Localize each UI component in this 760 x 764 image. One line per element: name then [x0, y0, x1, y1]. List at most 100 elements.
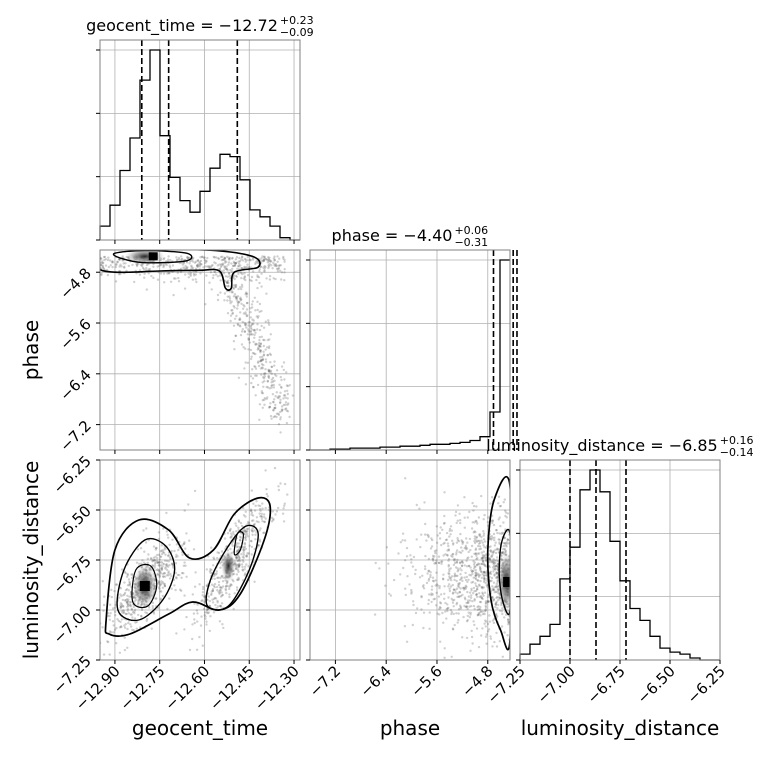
scatter-phase-vs-geocent_time-point	[286, 389, 289, 392]
scatter-luminosity_distance-vs-geocent_time-point	[241, 565, 244, 569]
x-axis-label-phase: phase	[380, 716, 440, 740]
scatter-luminosity_distance-vs-phase-point	[507, 620, 510, 624]
scatter-luminosity_distance-vs-geocent_time-point	[181, 553, 184, 556]
scatter-luminosity_distance-vs-phase-point	[481, 610, 484, 613]
scatter-luminosity_distance-vs-geocent_time-point	[260, 512, 263, 515]
scatter-luminosity_distance-vs-phase-point	[483, 591, 487, 594]
scatter-luminosity_distance-vs-geocent_time-point	[255, 516, 259, 519]
scatter-phase-vs-geocent_time-point	[271, 267, 274, 270]
scatter-phase-vs-geocent_time-point	[258, 302, 262, 306]
scatter-luminosity_distance-vs-geocent_time-point	[250, 545, 254, 549]
scatter-luminosity_distance-vs-phase-point	[427, 569, 431, 573]
scatter-luminosity_distance-vs-geocent_time-point	[159, 597, 163, 600]
scatter-luminosity_distance-vs-geocent_time-point	[217, 583, 221, 587]
scatter-luminosity_distance-vs-phase-point	[492, 621, 496, 625]
scatter-luminosity_distance-vs-geocent_time-point	[237, 526, 240, 529]
scatter-luminosity_distance-vs-phase-point	[483, 577, 486, 580]
scatter-phase-vs-geocent_time-point	[243, 305, 246, 308]
scatter-phase-vs-geocent_time-point	[257, 364, 261, 368]
scatter-luminosity_distance-vs-geocent_time-point	[236, 588, 239, 592]
scatter-luminosity_distance-vs-geocent_time-point	[126, 607, 130, 611]
scatter-phase-vs-geocent_time-point	[259, 265, 262, 269]
scatter-phase-vs-geocent_time-point	[281, 408, 284, 411]
scatter-phase-vs-geocent_time-point	[167, 271, 170, 275]
scatter-phase-vs-geocent_time-point	[278, 401, 282, 405]
scatter-luminosity_distance-vs-phase-point	[483, 540, 487, 543]
scatter-phase-vs-geocent_time-point	[243, 330, 246, 333]
scatter-luminosity_distance-vs-phase-point	[461, 540, 464, 543]
scatter-phase-vs-geocent_time-point	[234, 283, 238, 287]
scatter-luminosity_distance-vs-geocent_time-point	[204, 615, 207, 618]
scatter-luminosity_distance-vs-phase-point	[450, 610, 454, 614]
scatter-phase-vs-geocent_time-point	[283, 390, 287, 393]
scatter-luminosity_distance-vs-geocent_time-point	[246, 522, 249, 526]
scatter-luminosity_distance-vs-phase-point	[506, 512, 510, 515]
scatter-luminosity_distance-vs-phase-point	[443, 597, 446, 600]
scatter-luminosity_distance-vs-phase-point	[484, 571, 487, 574]
scatter-luminosity_distance-vs-geocent_time-point	[164, 567, 167, 570]
scatter-phase-vs-geocent_time-point	[196, 264, 199, 267]
scatter-phase-vs-geocent_time-point	[244, 383, 248, 386]
scatter-phase-vs-geocent_time-point	[266, 379, 269, 383]
scatter-luminosity_distance-vs-geocent_time-point	[174, 562, 178, 565]
scatter-phase-vs-geocent_time-point	[244, 361, 247, 364]
scatter-luminosity_distance-vs-geocent_time-point	[162, 575, 165, 578]
scatter-luminosity_distance-vs-phase-point	[428, 611, 431, 614]
scatter-luminosity_distance-vs-geocent_time-point	[119, 593, 122, 596]
scatter-phase-vs-geocent_time-point	[247, 321, 250, 324]
scatter-luminosity_distance-vs-geocent_time-point	[109, 603, 112, 606]
scatter-phase-vs-geocent_time-point	[232, 295, 236, 298]
scatter-luminosity_distance-vs-geocent_time-point	[152, 545, 156, 548]
scatter-luminosity_distance-vs-phase-point	[500, 610, 504, 613]
scatter-phase-vs-geocent_time-point	[232, 260, 236, 263]
scatter-phase-vs-geocent_time-point	[239, 325, 242, 328]
scatter-phase-vs-geocent_time-point	[232, 286, 235, 289]
scatter-phase-vs-geocent_time-point	[267, 375, 270, 378]
scatter-luminosity_distance-vs-geocent_time-point	[173, 549, 176, 553]
scatter-luminosity_distance-vs-phase-point	[430, 537, 433, 540]
scatter-luminosity_distance-vs-geocent_time-point	[120, 625, 123, 629]
scatter-luminosity_distance-vs-phase-point	[493, 536, 496, 539]
scatter-phase-vs-geocent_time-point	[103, 255, 107, 259]
scatter-luminosity_distance-vs-geocent_time-point	[185, 615, 188, 619]
scatter-luminosity_distance-vs-phase-point	[502, 547, 505, 551]
scatter-luminosity_distance-vs-geocent_time-point	[243, 572, 247, 575]
scatter-luminosity_distance-vs-phase-point	[458, 590, 461, 594]
scatter-phase-vs-geocent_time-point	[267, 346, 271, 350]
scatter-luminosity_distance-vs-geocent_time-point	[237, 554, 240, 557]
scatter-luminosity_distance-vs-geocent_time-point	[187, 503, 190, 506]
scatter-phase-vs-geocent_time-point	[233, 306, 236, 309]
scatter-luminosity_distance-vs-phase-point	[498, 609, 502, 612]
scatter-luminosity_distance-vs-phase-point	[486, 600, 490, 603]
scatter-luminosity_distance-vs-geocent_time-point	[159, 598, 162, 601]
scatter-luminosity_distance-vs-geocent_time-point	[215, 585, 219, 589]
scatter-phase-vs-geocent_time-point	[245, 308, 249, 311]
scatter-phase-vs-geocent_time-point	[104, 264, 108, 267]
scatter-luminosity_distance-vs-phase-point	[460, 539, 463, 542]
scatter-luminosity_distance-vs-geocent_time-point	[259, 527, 262, 530]
scatter-luminosity_distance-vs-geocent_time-point	[238, 562, 241, 565]
scatter-luminosity_distance-vs-phase-point	[498, 538, 501, 541]
scatter-luminosity_distance-vs-phase-point	[491, 585, 494, 588]
scatter-luminosity_distance-vs-geocent_time-point	[205, 584, 208, 587]
scatter-phase-vs-geocent_time-point	[228, 295, 231, 298]
scatter-phase-vs-geocent_time-point	[277, 413, 281, 416]
scatter-luminosity_distance-vs-geocent_time-point	[178, 573, 181, 577]
ytick-label-phase-1: −6.4	[56, 366, 94, 404]
scatter-luminosity_distance-vs-phase-point	[475, 571, 478, 574]
scatter-luminosity_distance-vs-geocent_time-point	[229, 584, 232, 587]
scatter-phase-vs-geocent_time-point	[279, 398, 282, 401]
scatter-luminosity_distance-vs-geocent_time-point	[157, 531, 161, 534]
scatter-phase-vs-geocent_time-point	[223, 299, 226, 302]
scatter-luminosity_distance-vs-geocent_time-point	[209, 568, 212, 571]
scatter-luminosity_distance-vs-geocent_time-point	[112, 624, 115, 627]
scatter-luminosity_distance-vs-geocent_time-point	[108, 614, 111, 618]
scatter-phase-vs-geocent_time-point	[236, 300, 239, 303]
scatter-luminosity_distance-vs-geocent_time-point	[198, 583, 201, 586]
scatter-phase-vs-geocent_time-point	[274, 277, 277, 281]
scatter-phase-vs-geocent_time-point	[277, 264, 281, 267]
scatter-luminosity_distance-vs-geocent_time-point	[120, 618, 124, 621]
scatter-phase-vs-geocent_time-point	[265, 277, 268, 280]
scatter-luminosity_distance-vs-geocent_time-point	[253, 529, 256, 532]
scatter-phase-vs-geocent_time-point	[251, 368, 254, 371]
